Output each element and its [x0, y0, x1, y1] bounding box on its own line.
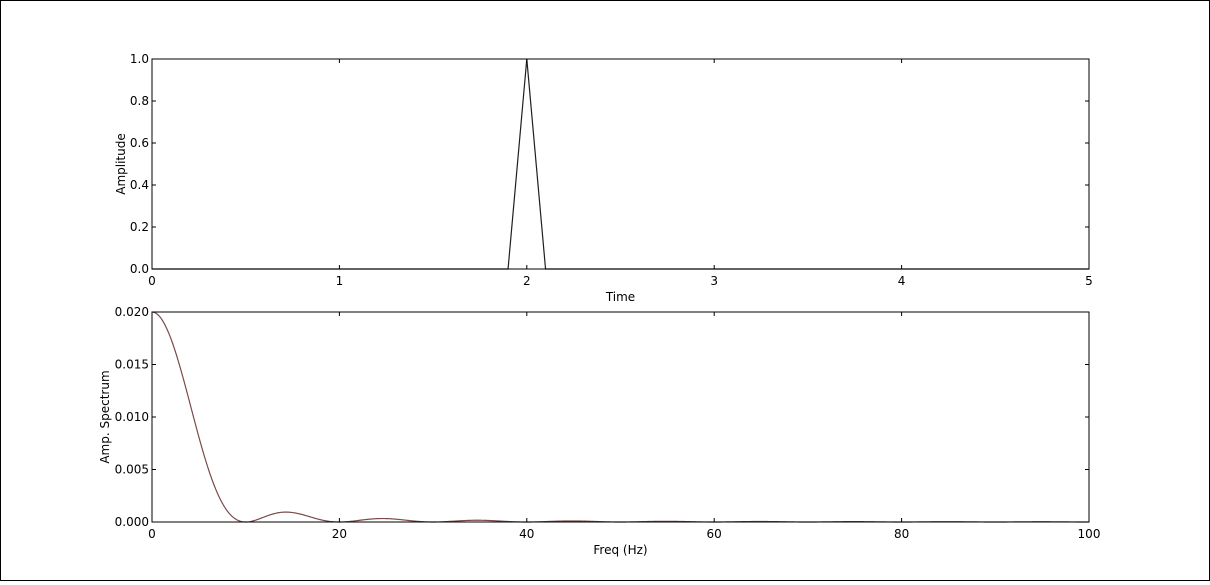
y-tick-label: 0.2 — [130, 220, 149, 234]
x-tick-label: 20 — [332, 527, 347, 541]
x-tick-label: 100 — [1078, 527, 1101, 541]
x-tick-label: 4 — [898, 274, 906, 288]
series-line-0 — [152, 58, 1089, 270]
y-tick-label: 0.015 — [115, 358, 149, 372]
bottom-axes: 0 20 40 60 80 100 0.000 0.005 0.010 0.015 0.020 Fre… — [98, 305, 1100, 557]
y-tick-label: 0.000 — [115, 515, 149, 529]
x-axis-label: Time — [605, 290, 635, 304]
x-tick-label: 40 — [519, 527, 534, 541]
y-tick-label: 0.8 — [130, 94, 149, 108]
plot-frame — [151, 311, 1090, 523]
y-axis-label: Amplitude — [114, 133, 128, 195]
y-tick-label: 0.010 — [115, 410, 149, 424]
x-tick-label: 0 — [148, 274, 156, 288]
x-tick-label: 3 — [710, 274, 718, 288]
x-axis-label: Freq (Hz) — [593, 543, 647, 557]
top-axes: 0 1 2 3 4 5 0.0 0.2 0.4 0.6 0.8 1.0 Time Amplitude — [114, 52, 1093, 304]
y-tick-label: 0.4 — [130, 178, 149, 192]
y-tick-label: 0.0 — [130, 262, 149, 276]
y-tick-label: 1.0 — [130, 52, 149, 66]
y-tick-label: 0.005 — [115, 463, 149, 477]
series-line-0 — [151, 311, 1089, 523]
x-tick-label: 5 — [1085, 274, 1093, 288]
plot-frame — [151, 58, 1090, 270]
y-tick-label: 0.6 — [130, 136, 149, 150]
y-axis-label: Amp. Spectrum — [98, 370, 112, 463]
x-tick-label: 0 — [148, 527, 156, 541]
x-tick-label: 60 — [707, 527, 722, 541]
x-tick-label: 2 — [523, 274, 531, 288]
y-tick-label: 0.020 — [115, 305, 149, 319]
x-tick-label: 1 — [336, 274, 344, 288]
x-tick-label: 80 — [894, 527, 909, 541]
